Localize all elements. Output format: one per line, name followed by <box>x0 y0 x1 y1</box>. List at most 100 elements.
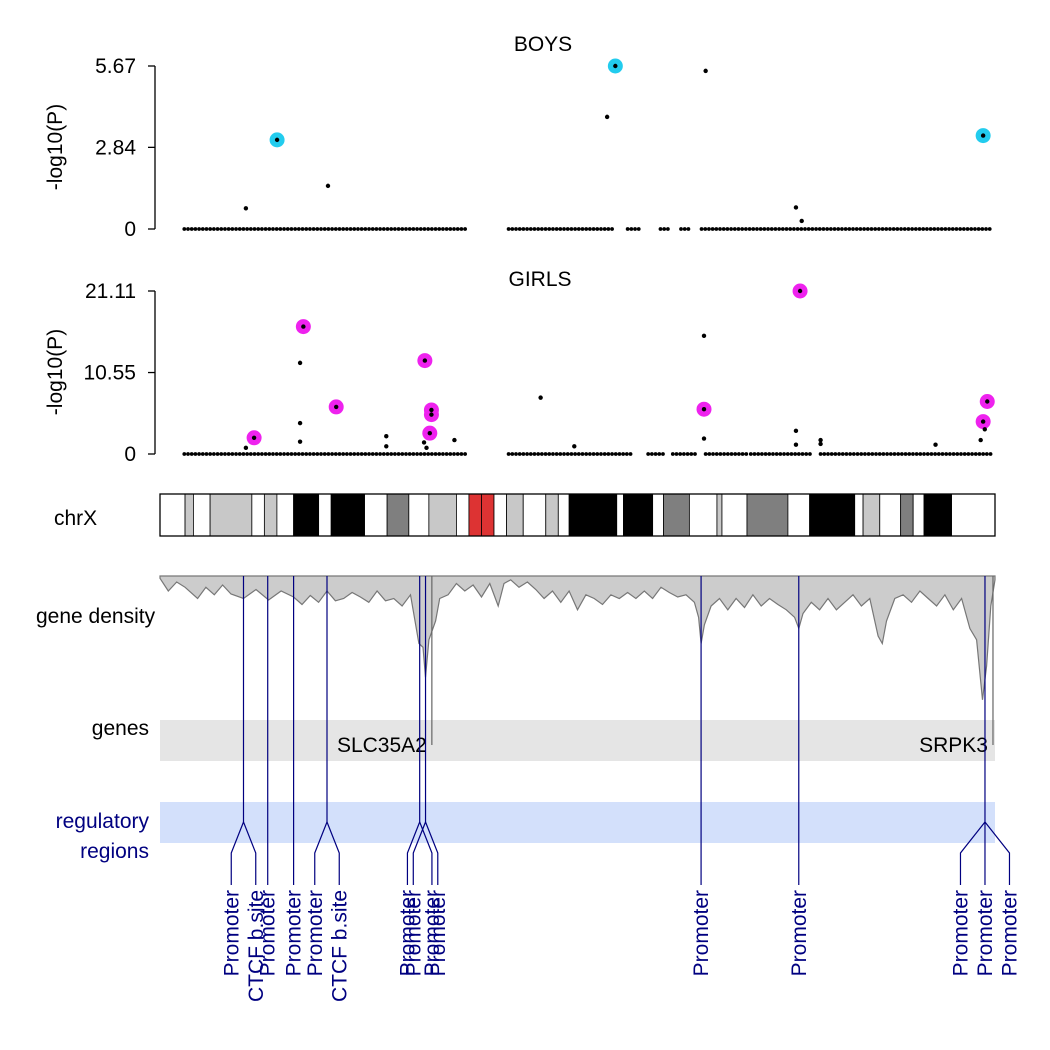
data-point <box>933 442 938 447</box>
data-point <box>243 206 249 211</box>
baseline-point <box>714 227 719 231</box>
baseline-point <box>733 452 738 456</box>
baseline-point <box>921 227 926 231</box>
baseline-point <box>547 452 552 456</box>
baseline-point <box>914 452 919 456</box>
baseline-point <box>215 227 220 231</box>
gene-density-track: gene density <box>36 575 996 700</box>
baseline-point <box>851 227 855 231</box>
baseline-point <box>274 452 279 456</box>
baseline-point <box>766 227 770 231</box>
baseline-point <box>896 452 901 456</box>
baseline-point <box>223 452 227 456</box>
baseline-point <box>984 227 988 231</box>
baseline-point <box>646 452 651 456</box>
baseline-point <box>241 452 246 456</box>
baseline-point <box>689 452 694 456</box>
baseline-point <box>711 452 715 456</box>
baseline-point <box>587 227 592 231</box>
baseline-point <box>562 452 566 456</box>
baseline-point <box>891 227 896 231</box>
baseline-point <box>793 452 798 456</box>
baseline-point <box>714 452 719 456</box>
baseline-point <box>437 452 442 456</box>
baseline-point <box>602 452 607 456</box>
baseline-point <box>311 452 316 456</box>
chromosome-band <box>787 493 811 537</box>
data-point <box>452 437 457 443</box>
baseline-point <box>670 452 675 456</box>
baseline-point <box>899 452 904 456</box>
baseline-point <box>573 452 578 456</box>
baseline-point <box>884 227 889 231</box>
baseline-point <box>230 227 235 231</box>
baseline-point <box>769 227 774 231</box>
regulatory-branch <box>406 821 421 885</box>
boys-ylabel: -log10(P) <box>44 104 67 190</box>
chromosome-band <box>481 493 495 537</box>
chromosome-band <box>456 493 470 537</box>
baseline-point <box>636 227 641 231</box>
regulatory-region-label: Promoter <box>690 890 713 976</box>
baseline-point <box>943 227 948 231</box>
data-point <box>325 183 331 189</box>
baseline-point <box>818 452 823 456</box>
baseline-point <box>606 227 611 231</box>
baseline-point <box>973 452 978 456</box>
baseline-point <box>873 227 878 231</box>
baseline-point <box>186 227 190 231</box>
regulatory-region-label: Promoter <box>283 890 306 976</box>
baseline-point <box>740 227 745 231</box>
baseline-point <box>182 227 187 231</box>
baseline-point <box>703 452 708 456</box>
baseline-point <box>929 452 934 456</box>
chromosome-band <box>330 493 365 537</box>
baseline-point <box>296 452 301 456</box>
baseline-point <box>200 227 205 231</box>
baseline-point <box>826 452 830 456</box>
baseline-point <box>271 452 275 456</box>
chromosome-band <box>276 493 294 537</box>
baseline-point <box>396 227 401 231</box>
baseline-point <box>748 452 753 456</box>
baseline-point <box>234 227 238 231</box>
baseline-point <box>455 227 460 231</box>
baseline-point <box>707 227 711 231</box>
baseline-point <box>817 227 822 231</box>
baseline-point <box>681 452 686 456</box>
baseline-point <box>241 227 246 231</box>
regulatory-branch <box>230 821 245 885</box>
baseline-point <box>703 227 708 231</box>
data-point <box>978 437 983 443</box>
chromosome-band <box>428 493 457 537</box>
baseline-point <box>400 452 405 456</box>
data-point <box>604 114 610 120</box>
baseline-point <box>922 452 926 456</box>
baseline-point <box>789 452 794 456</box>
baseline-point <box>725 227 730 231</box>
regulatory-region-label: CTCF b.site <box>245 890 268 1002</box>
baseline-point <box>784 227 789 231</box>
baseline-point <box>584 227 589 231</box>
baseline-point <box>899 227 903 231</box>
regulatory-region-label: Promoter <box>304 890 327 976</box>
baseline-point <box>844 452 849 456</box>
baseline-point <box>610 452 614 456</box>
baseline-point <box>569 452 574 456</box>
regulatory-branch <box>242 821 257 885</box>
baseline-point <box>367 227 371 231</box>
baseline-point <box>263 227 268 231</box>
baseline-point <box>393 452 397 456</box>
baseline-point <box>869 227 874 231</box>
baseline-point <box>981 452 986 456</box>
baseline-point <box>625 227 630 231</box>
baseline-point <box>289 452 294 456</box>
baseline-point <box>906 227 911 231</box>
baseline-point <box>517 452 522 456</box>
chromosome-band <box>900 493 914 537</box>
baseline-point <box>422 227 427 231</box>
chromosome-band <box>652 493 664 537</box>
y-tick-label: 10.55 <box>83 362 136 385</box>
baseline-point <box>219 452 224 456</box>
